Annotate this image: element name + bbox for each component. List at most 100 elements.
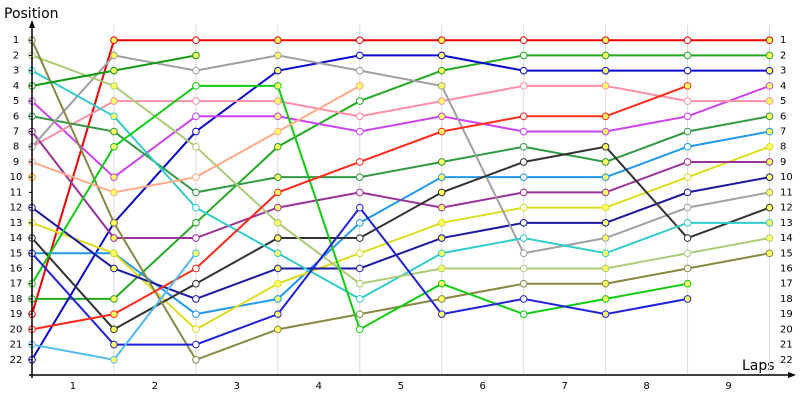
point [437, 97, 446, 105]
y-tick-label-right: 2 [780, 50, 786, 61]
y-tick-label: 3 [13, 66, 19, 77]
point [765, 173, 774, 181]
y-tick-label-right: 20 [780, 324, 793, 335]
point [355, 127, 364, 136]
point [110, 264, 118, 273]
point [110, 112, 118, 121]
y-tick-label: 4 [13, 81, 19, 92]
point [519, 112, 528, 121]
point [437, 112, 446, 121]
point [274, 36, 282, 45]
point [519, 188, 528, 197]
point [601, 142, 610, 151]
y-tick-label: 16 [10, 263, 23, 274]
point [683, 295, 692, 303]
point [601, 158, 610, 166]
point [110, 355, 118, 364]
point [683, 66, 692, 75]
point [192, 36, 200, 45]
y-tick-label-right: 9 [780, 157, 786, 168]
point [519, 127, 528, 136]
point [355, 325, 364, 334]
point [437, 295, 446, 303]
y-tick-label-right: 5 [780, 96, 786, 107]
y-tick-label: 14 [10, 233, 23, 244]
point [437, 173, 446, 181]
point [601, 82, 610, 90]
point [683, 142, 692, 151]
point [355, 36, 364, 45]
y-tick-label-right: 16 [780, 263, 793, 274]
y-tick-label: 12 [10, 203, 23, 214]
point [683, 219, 692, 227]
point [765, 66, 774, 75]
lines [28, 36, 774, 364]
point [601, 295, 610, 303]
point [274, 249, 282, 258]
point [765, 36, 774, 45]
y-tick-label-right: 1 [780, 35, 786, 46]
y-tick-label: 2 [13, 50, 19, 61]
point [110, 142, 118, 151]
point [437, 66, 446, 75]
point [601, 234, 610, 242]
point [192, 82, 200, 90]
point [601, 36, 610, 45]
point [355, 173, 364, 181]
point [110, 234, 118, 242]
point [437, 82, 446, 90]
point [683, 279, 692, 288]
point [765, 127, 774, 136]
point [683, 158, 692, 166]
point [192, 219, 200, 227]
point [765, 112, 774, 121]
grid [113, 25, 771, 375]
point [274, 295, 282, 303]
point [355, 264, 364, 273]
y-tick-label: 21 [10, 340, 23, 351]
x-tick-label: 6 [480, 381, 486, 392]
point [110, 340, 118, 349]
point [683, 234, 692, 242]
point [110, 66, 118, 75]
series-line [32, 54, 770, 300]
series-line [31, 69, 770, 301]
point [601, 66, 610, 75]
x-tick-label: 4 [316, 381, 322, 392]
point [274, 279, 282, 288]
point [601, 219, 610, 227]
point [601, 279, 610, 288]
point [437, 219, 446, 227]
point [437, 249, 446, 258]
y-tick-label: 1 [13, 35, 19, 46]
point [601, 203, 610, 212]
y-tick-label-right: 15 [780, 248, 793, 259]
point [192, 127, 200, 136]
y-tick-label-right: 14 [780, 233, 793, 244]
point [110, 249, 118, 258]
series-line [31, 84, 770, 179]
point [110, 188, 118, 197]
y-tick-label-right: 11 [780, 187, 793, 198]
point [765, 97, 774, 105]
x-tick-label: 8 [643, 381, 649, 392]
point [192, 112, 200, 121]
y-tick-label-right: 22 [780, 355, 793, 366]
y-tick-label: 18 [10, 294, 23, 305]
series-line [31, 84, 770, 148]
point [519, 279, 528, 288]
y-tick-label: 11 [10, 187, 23, 198]
point [274, 203, 282, 212]
y-tick-label: 19 [10, 309, 23, 320]
y-tick-label-right: 18 [780, 294, 793, 305]
point [274, 51, 282, 60]
y-tick-label-right: 13 [780, 218, 793, 229]
y-tick-label: 15 [10, 248, 23, 259]
point [274, 325, 282, 334]
point [110, 51, 118, 60]
point [601, 51, 610, 60]
point [683, 112, 692, 121]
point [601, 249, 610, 258]
point [683, 249, 692, 258]
